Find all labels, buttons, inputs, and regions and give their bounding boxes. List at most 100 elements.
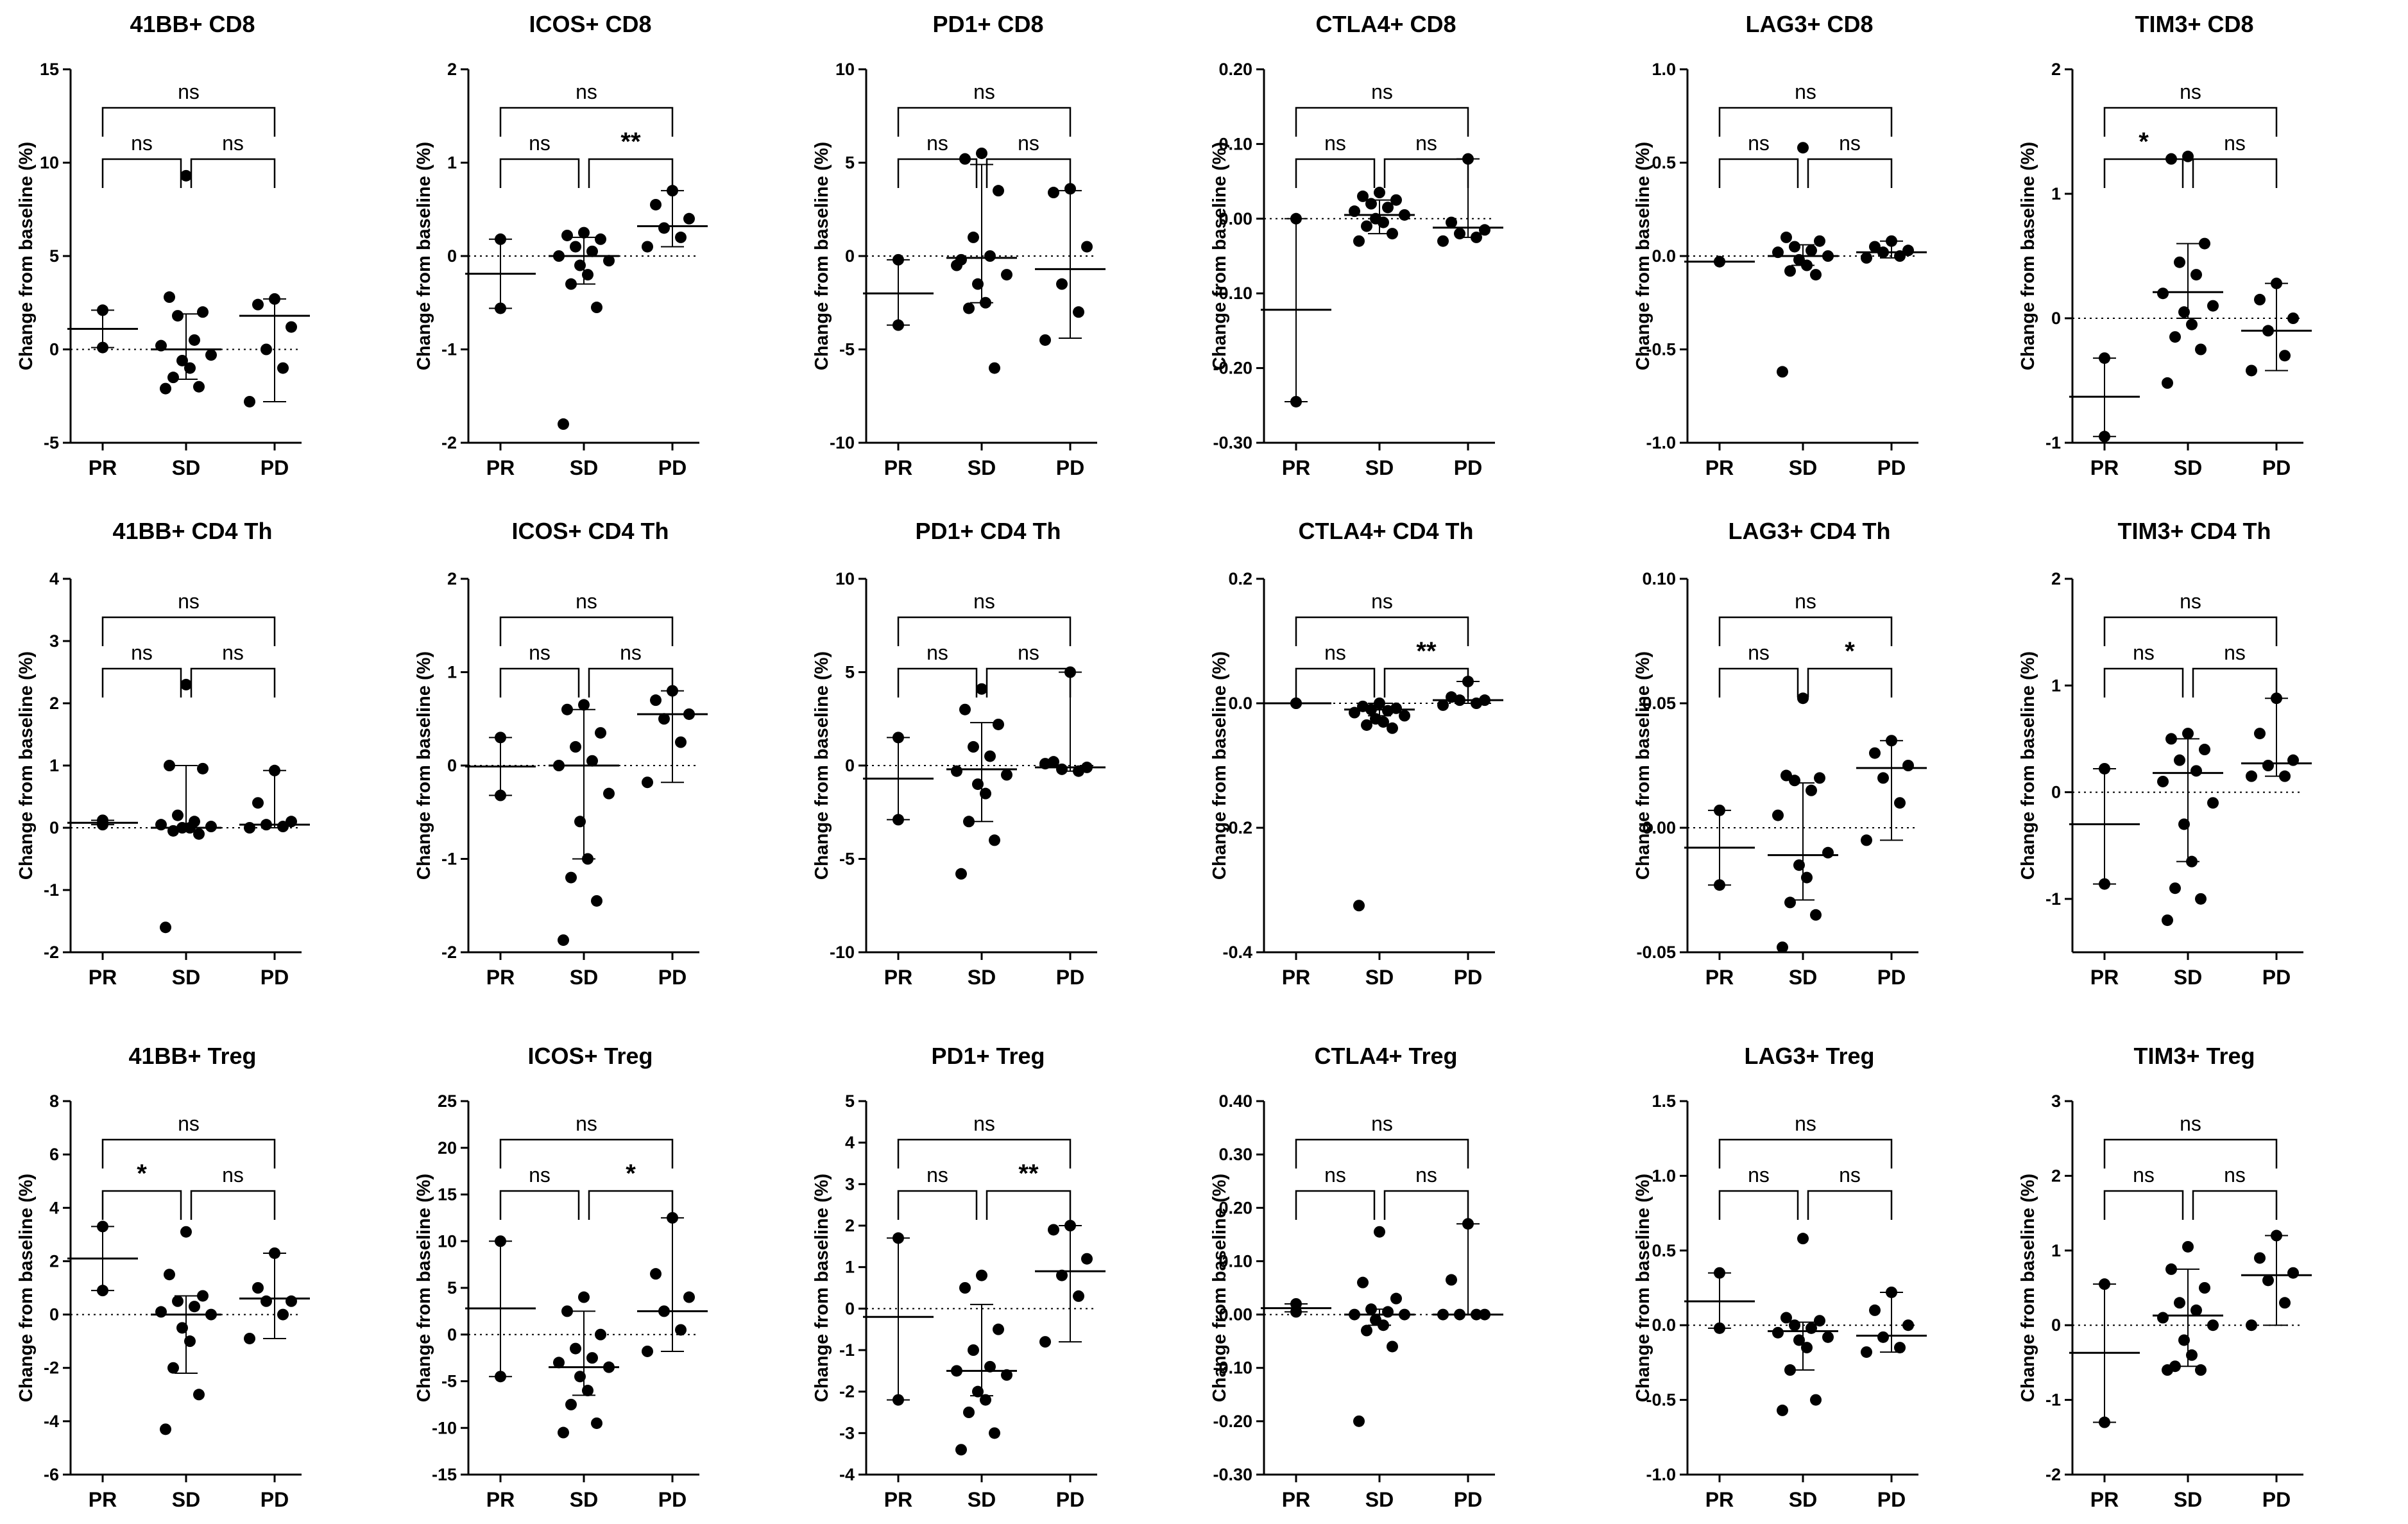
- y-tick-label: 0.20: [1218, 60, 1252, 79]
- data-point: [176, 1322, 188, 1334]
- data-point: [1056, 1269, 1068, 1281]
- data-point: [980, 787, 991, 800]
- data-point: [167, 1362, 179, 1374]
- data-point: [286, 321, 297, 333]
- data-point: [565, 871, 577, 884]
- data-point: [97, 304, 108, 316]
- y-tick-label: 5: [845, 153, 855, 173]
- y-axis-label: Change from baseline (%): [414, 1174, 434, 1402]
- data-point: [570, 741, 581, 753]
- data-point: [553, 760, 565, 771]
- data-point: [1471, 231, 1482, 243]
- data-point: [603, 255, 615, 267]
- y-tick-label: -1: [44, 880, 59, 900]
- y-tick-label: -1: [441, 340, 457, 359]
- data-point: [1714, 255, 1725, 268]
- significance-label: ns: [926, 641, 948, 664]
- panel-title: PD1+ CD8: [932, 11, 1043, 37]
- panel-title: ICOS+ CD8: [529, 11, 651, 37]
- data-point: [591, 302, 602, 314]
- data-point: [2099, 878, 2110, 890]
- significance-label: ns: [926, 1163, 948, 1186]
- significance-label: **: [620, 128, 641, 156]
- data-point: [675, 231, 687, 243]
- data-point: [1797, 1233, 1809, 1245]
- x-tick-label: SD: [172, 966, 200, 989]
- significance-label: ns: [529, 641, 551, 664]
- data-point: [495, 1371, 506, 1383]
- chart-panel-6: TIM3+ CD8 Change from baseline (%) -1 0 1 2 PR…: [2018, 11, 2312, 479]
- data-point: [160, 1423, 171, 1435]
- data-point: [595, 233, 606, 245]
- data-point: [2178, 818, 2190, 830]
- data-point: [1353, 900, 1365, 912]
- significance-label: ns: [1371, 590, 1393, 613]
- data-point: [1081, 1253, 1093, 1265]
- data-point: [591, 1417, 602, 1429]
- data-point: [989, 362, 1000, 374]
- significance-bracket: [1807, 1190, 1893, 1220]
- y-tick-label: 1: [845, 1258, 855, 1277]
- data-point: [658, 222, 670, 234]
- data-point: [658, 713, 670, 725]
- chart-panel-5: LAG3+ CD8 Change from baseline (%) -1.0 -0.…: [1633, 11, 1927, 479]
- data-point: [993, 718, 1004, 730]
- data-point: [1437, 235, 1449, 247]
- data-point: [586, 245, 598, 257]
- data-point: [2099, 1278, 2110, 1290]
- data-point: [2254, 293, 2266, 305]
- y-tick-label: -10: [830, 943, 855, 962]
- y-tick-label: 0: [49, 818, 59, 837]
- data-point: [155, 819, 167, 831]
- y-tick-label: -0.20: [1213, 359, 1252, 378]
- data-point: [277, 362, 289, 374]
- x-tick-label: PD: [658, 1488, 687, 1511]
- y-tick-label: 6: [49, 1145, 59, 1164]
- significance-bracket: [1718, 667, 1799, 698]
- data-point: [955, 253, 967, 266]
- x-tick-label: PR: [1282, 1488, 1310, 1511]
- data-point: [2099, 352, 2110, 364]
- chart-panel-12: TIM3+ CD4 Th Change from baseline (%) -1 0 1…: [2018, 518, 2312, 989]
- y-axis-label: Change from baseline (%): [1633, 142, 1653, 370]
- data-point: [1454, 1308, 1465, 1321]
- panel-title: TIM3+ Treg: [2133, 1043, 2255, 1069]
- data-point: [260, 1295, 272, 1307]
- data-point: [184, 1335, 196, 1348]
- x-tick-label: PD: [1056, 1488, 1084, 1511]
- data-point: [205, 1308, 217, 1321]
- data-point: [1056, 763, 1068, 775]
- y-axis-label: Change from baseline (%): [1633, 651, 1653, 880]
- data-point: [1001, 1369, 1012, 1381]
- data-point: [97, 341, 108, 354]
- significance-bracket: [1718, 1138, 1893, 1169]
- data-point: [2246, 364, 2257, 377]
- x-tick-label: SD: [968, 456, 996, 479]
- significance-bracket: [101, 158, 182, 188]
- data-point: [172, 809, 184, 821]
- data-point: [2162, 914, 2173, 927]
- data-point: [1374, 1226, 1385, 1238]
- significance-label: ns: [222, 132, 244, 155]
- significance-label: ns: [973, 1112, 995, 1135]
- y-tick-label: -1: [839, 1340, 855, 1360]
- y-tick-label: -2: [2045, 1465, 2061, 1484]
- y-axis-label: Change from baseline (%): [812, 1174, 832, 1402]
- data-point: [1886, 735, 1897, 747]
- y-axis-label: Change from baseline (%): [2018, 651, 2038, 880]
- data-point: [1454, 228, 1465, 240]
- significance-label: ns: [1371, 1112, 1393, 1135]
- data-point: [167, 372, 179, 384]
- x-tick-label: SD: [1365, 456, 1394, 479]
- significance-bracket: [2103, 158, 2184, 188]
- y-tick-label: 0: [2051, 783, 2061, 802]
- data-point: [578, 1291, 590, 1303]
- data-point: [1353, 1415, 1365, 1427]
- significance-bracket: [588, 158, 674, 188]
- significance-label: *: [137, 1160, 147, 1188]
- significance-bracket: [1718, 1190, 1799, 1220]
- data-point: [972, 278, 984, 290]
- significance-bracket: [499, 1190, 580, 1220]
- data-point: [97, 819, 108, 831]
- panel-title: PD1+ CD4 Th: [915, 518, 1061, 544]
